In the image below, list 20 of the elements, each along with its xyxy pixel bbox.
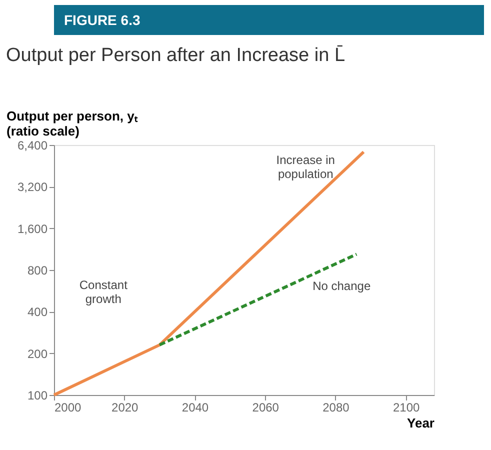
series-label: Increase in population <box>276 152 335 181</box>
x-tick-label: 2100 <box>393 400 420 414</box>
x-axis-title: Year <box>407 416 434 430</box>
y-tick-label: 3,200 <box>17 180 48 194</box>
y-tick-label: 1,600 <box>17 222 48 236</box>
annotation: Constant growth <box>79 278 128 306</box>
chart-subtitle: Output per Person after an Increase in L̄ <box>6 45 346 66</box>
x-tick-label: 2040 <box>182 400 209 414</box>
x-tick-label: 2080 <box>322 400 350 414</box>
x-tick-label: 2060 <box>252 400 280 414</box>
y-tick-label: 6,400 <box>17 138 48 152</box>
y-tick-label: 200 <box>27 346 48 361</box>
y-tick-label: 400 <box>27 305 48 320</box>
y-axis-title: Output per person, yₜ (ratio scale) <box>6 108 138 138</box>
x-tick-label: 2000 <box>54 400 82 414</box>
y-tick-label: 800 <box>27 264 48 278</box>
y-tick-label: 100 <box>27 388 48 402</box>
chart-title: FIGURE 6.3 <box>64 12 140 28</box>
series-label: No change <box>312 279 371 294</box>
x-tick-label: 2020 <box>112 400 139 414</box>
